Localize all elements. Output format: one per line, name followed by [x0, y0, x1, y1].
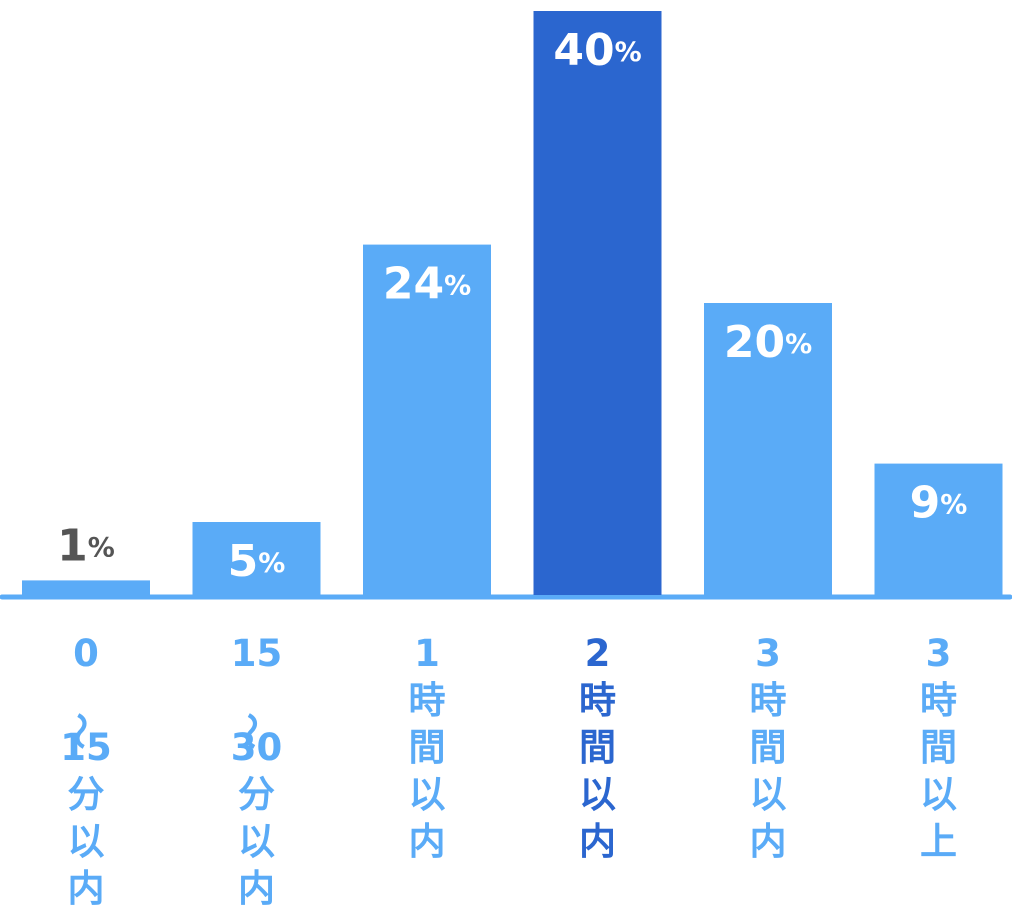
value-unit: % [940, 489, 967, 520]
value-unit: % [785, 329, 812, 360]
category-line: 内 [238, 867, 275, 908]
value-label: 1% [57, 520, 115, 571]
category-line: 間 [409, 726, 446, 769]
category-label: 3 時間以上 [920, 632, 957, 863]
category-line: 時 [920, 679, 957, 722]
value-label: 24% [383, 259, 471, 310]
value-label: 9% [910, 478, 968, 529]
category-label: 1 時間以内 [409, 632, 446, 863]
category-line: 〜 [59, 713, 102, 750]
value-number: 9 [910, 478, 941, 529]
category-line: 以 [579, 773, 616, 816]
category-line: 内 [750, 820, 787, 863]
category-line: 30 [231, 726, 283, 769]
category-label: 15 〜30 分以内 [229, 632, 282, 908]
category-label: 0 〜15 分以内 [59, 632, 112, 908]
value-unit: % [88, 532, 115, 563]
category-line: 以 [409, 773, 446, 816]
category-line: 以 [920, 773, 957, 816]
category-label: 3 時間以内 [750, 632, 787, 863]
value-label: 20% [724, 317, 812, 368]
category-line: 時 [750, 679, 787, 722]
bar [533, 11, 662, 595]
category-line: 上 [920, 820, 957, 863]
category-line: 以 [238, 820, 275, 863]
category-line: 以 [750, 773, 787, 816]
value-unit: % [258, 548, 285, 579]
category-line: 0 [73, 632, 99, 675]
bar [22, 580, 150, 595]
value-number: 40 [553, 25, 614, 76]
category-line: 内 [579, 820, 616, 863]
category-line: 3 [755, 632, 781, 675]
bar [874, 463, 1003, 595]
bar [363, 244, 491, 595]
value-unit: % [615, 37, 642, 68]
category-line: 以 [68, 820, 105, 863]
category-line: 15 [231, 632, 283, 675]
value-unit: % [444, 270, 471, 301]
category-line: 内 [409, 820, 446, 863]
value-label: 40% [553, 25, 641, 76]
value-number: 1 [57, 520, 88, 571]
category-line: 時 [409, 679, 446, 722]
category-line: 〜 [229, 713, 272, 750]
category-line: 分 [68, 773, 105, 816]
category-line: 15 [60, 726, 112, 769]
bar [192, 522, 321, 595]
value-number: 20 [724, 317, 785, 368]
value-number: 5 [228, 536, 259, 587]
value-number: 24 [383, 259, 444, 310]
category-line: 分 [238, 773, 275, 816]
category-line: 内 [68, 867, 105, 908]
category-line: 間 [750, 726, 787, 769]
category-line: 間 [579, 726, 616, 769]
category-line: 時 [579, 679, 616, 722]
category-line: 1 [414, 632, 440, 675]
category-label: 2 時間以内 [579, 632, 616, 863]
category-line: 2 [585, 632, 611, 675]
category-line: 間 [920, 726, 957, 769]
value-label: 5% [228, 536, 286, 587]
bar [704, 303, 832, 595]
category-line: 3 [926, 632, 952, 675]
